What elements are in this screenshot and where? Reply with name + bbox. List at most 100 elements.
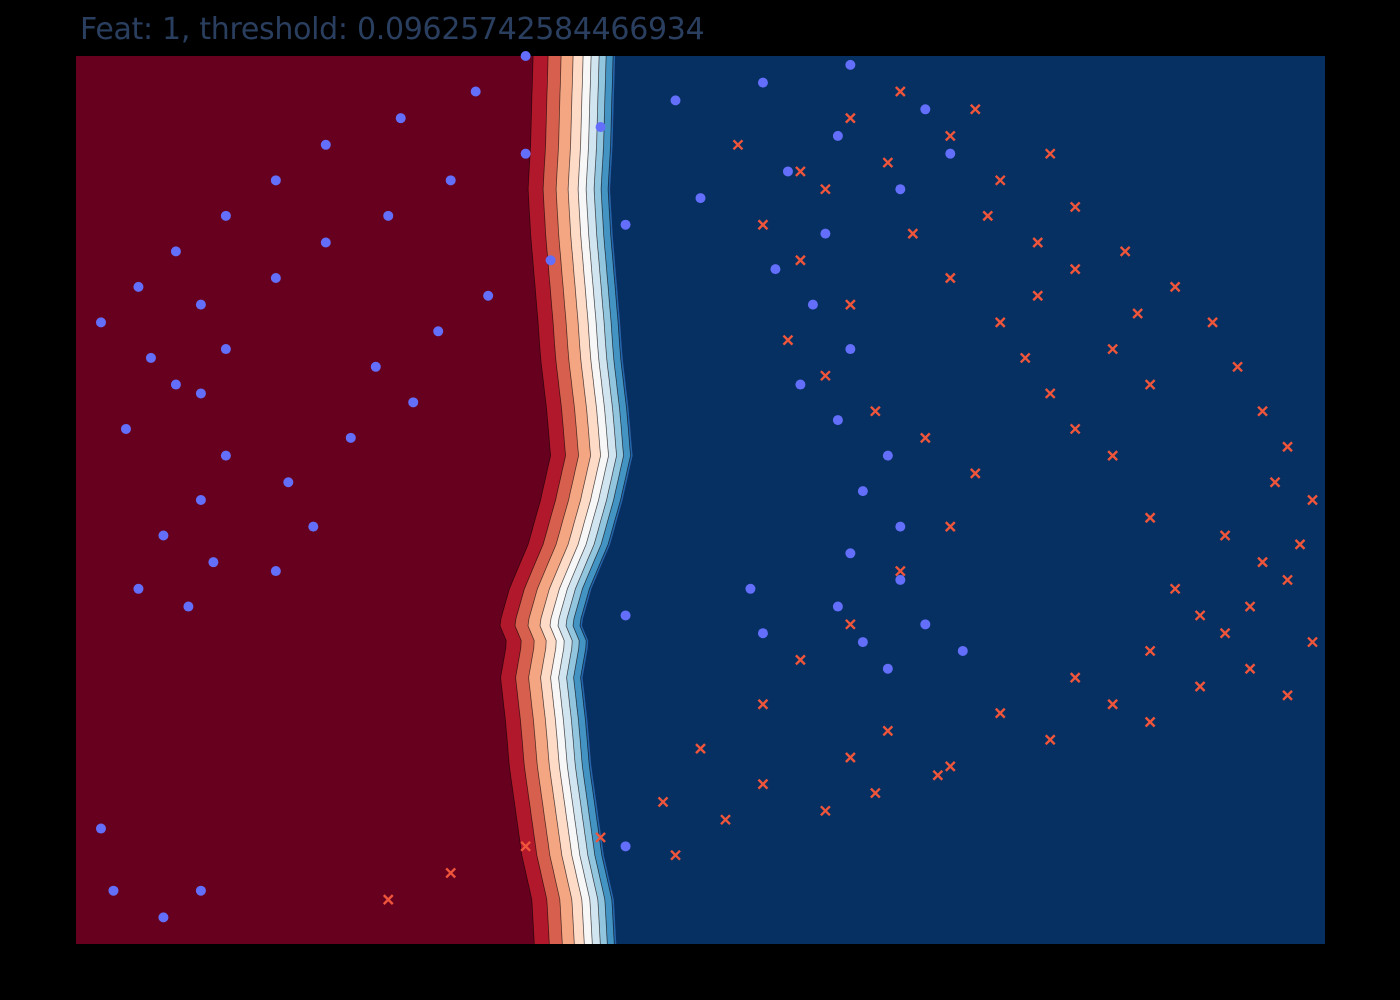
x-marker-point <box>932 769 944 781</box>
circle-marker-point <box>670 95 681 106</box>
x-marker-point <box>795 654 806 666</box>
x-marker-point <box>1219 530 1231 541</box>
circle-marker-point <box>133 583 144 594</box>
x-marker-point <box>1307 494 1318 506</box>
circle-marker-point <box>220 450 231 461</box>
x-marker-point <box>944 521 956 532</box>
circle-marker-point <box>695 193 706 204</box>
circle-marker-point <box>895 521 906 532</box>
x-marker-point <box>1144 716 1156 728</box>
circle-marker-point <box>170 246 181 257</box>
circle-marker-point <box>470 86 481 97</box>
x-marker-point <box>1257 405 1268 417</box>
transition-band <box>515 56 579 944</box>
contour-line <box>557 55 610 945</box>
circle-marker-point <box>895 574 906 585</box>
circle-marker-point <box>820 228 831 239</box>
circle-marker-point <box>183 601 194 612</box>
transition-band <box>573 56 631 944</box>
circle-marker-point <box>283 477 294 488</box>
x-marker-point <box>1132 308 1143 319</box>
x-marker-point <box>845 618 856 630</box>
circle-marker-point <box>882 450 893 461</box>
circle-marker-point <box>320 237 331 248</box>
x-marker-point <box>1194 610 1206 621</box>
x-marker-point <box>1194 681 1206 692</box>
circle-marker-point <box>745 583 756 594</box>
x-marker-point <box>870 405 881 417</box>
circle-marker-point <box>895 184 906 195</box>
x-marker-point <box>919 432 931 444</box>
circle-marker-point <box>483 290 494 301</box>
x-marker-point <box>1144 512 1156 524</box>
x-marker-point <box>969 103 981 115</box>
x-marker-point <box>820 183 831 195</box>
x-marker-point <box>1244 601 1256 612</box>
contour-line <box>579 55 632 945</box>
x-marker-point <box>1144 379 1156 390</box>
x-marker-point <box>944 130 956 142</box>
x-marker-point <box>982 210 994 222</box>
x-marker-point <box>1119 246 1131 257</box>
contour-line <box>549 55 602 945</box>
x-marker-point <box>994 707 1006 719</box>
x-marker-point <box>1257 556 1268 568</box>
transition-band <box>550 56 609 944</box>
circle-marker-point <box>520 51 531 61</box>
contour-line <box>527 55 580 945</box>
circle-marker-point <box>957 645 968 656</box>
circle-marker-point <box>620 219 631 230</box>
circle-marker-point <box>520 148 531 159</box>
circle-marker-point <box>757 77 768 88</box>
x-marker-point <box>1044 734 1056 746</box>
decision-regions <box>500 56 1325 944</box>
x-marker-point <box>1269 476 1281 488</box>
x-marker-point <box>969 468 981 479</box>
circle-marker-point <box>220 344 231 355</box>
circle-marker-point <box>270 175 281 186</box>
x-marker-point <box>1019 352 1031 364</box>
circle-marker-point <box>95 317 106 328</box>
circle-marker-point <box>920 619 931 630</box>
x-marker-point <box>795 254 806 266</box>
chart-title: Feat: 1, threshold: 0.09625742584466934 <box>80 12 705 47</box>
circle-marker-point <box>545 255 556 266</box>
circle-marker-point <box>433 326 444 337</box>
circle-marker-point <box>832 415 843 426</box>
circle-marker-point <box>95 823 106 834</box>
circle-marker-point <box>208 557 219 568</box>
circle-marker-point <box>270 273 281 283</box>
x-marker-point <box>894 86 906 97</box>
circle-marker-point <box>445 175 456 186</box>
x-marker-point <box>757 219 769 231</box>
data-points <box>95 51 1318 923</box>
circle-marker-point <box>845 548 856 559</box>
circle-marker-point <box>383 210 394 221</box>
x-marker-point <box>944 761 956 772</box>
class-1-region <box>582 56 1325 944</box>
x-marker-point <box>1232 361 1243 373</box>
contour-lines <box>499 55 632 945</box>
x-marker-point <box>1169 583 1181 595</box>
x-marker-point <box>845 299 856 310</box>
x-marker-point <box>994 174 1006 186</box>
x-marker-point <box>1294 539 1306 550</box>
x-marker-point <box>757 698 769 710</box>
circle-marker-point <box>195 885 206 896</box>
x-marker-point <box>882 725 894 737</box>
circle-marker-point <box>882 663 893 674</box>
x-marker-point <box>695 743 706 754</box>
x-marker-point <box>820 370 831 382</box>
x-marker-point <box>382 894 394 905</box>
x-marker-point <box>1169 281 1181 293</box>
circle-marker-point <box>845 59 856 70</box>
x-marker-point <box>894 565 906 577</box>
x-marker-point <box>1032 237 1044 248</box>
x-marker-point <box>657 796 669 808</box>
transition-band <box>528 56 591 944</box>
circle-marker-point <box>920 104 931 115</box>
x-marker-point <box>994 317 1006 328</box>
x-marker-point <box>1069 263 1081 275</box>
circle-marker-point <box>158 530 169 541</box>
